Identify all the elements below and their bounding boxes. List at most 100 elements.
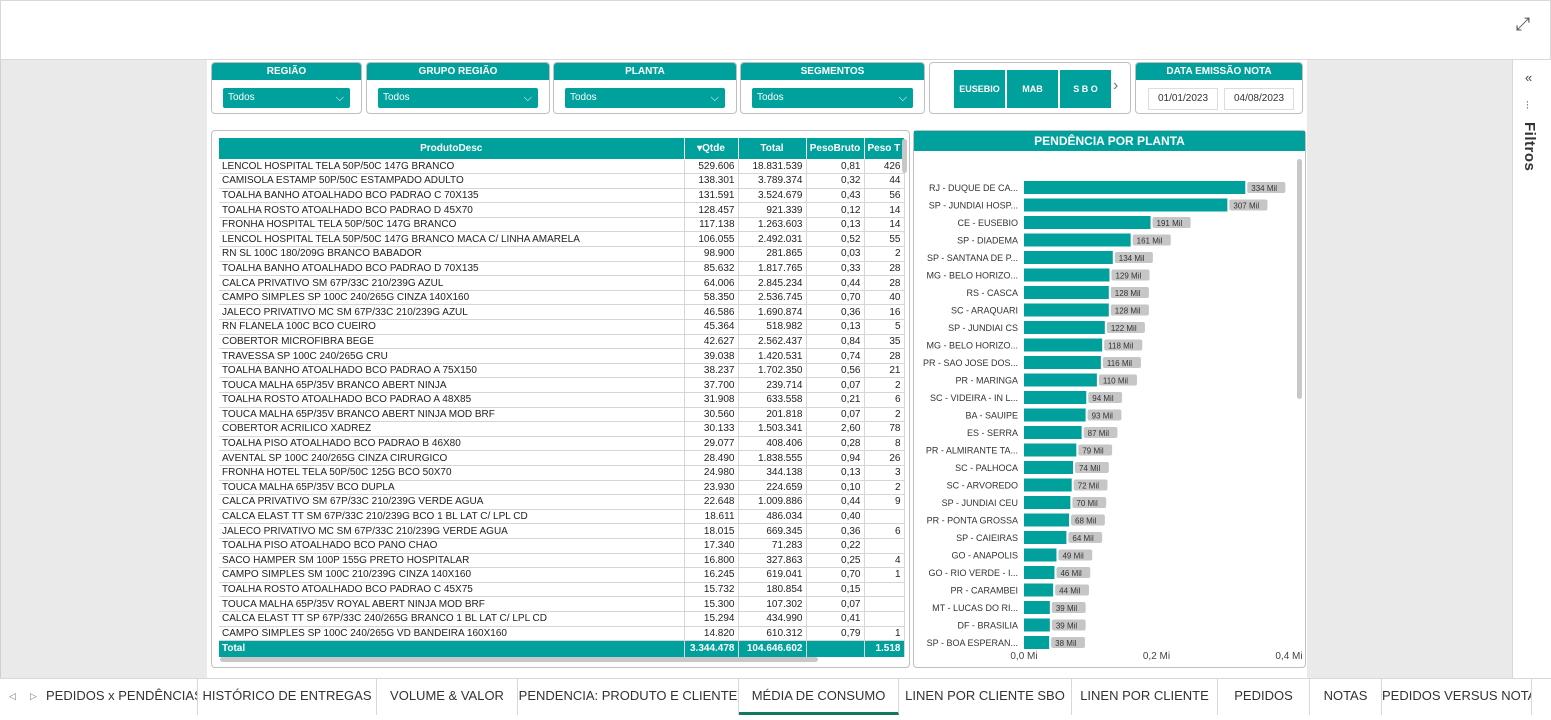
table-vertical-scrollbar[interactable] [902, 139, 907, 173]
table-row[interactable]: TOUCA MALHA 65P/35V BCO DUPLA 23.930 224.6… [219, 480, 905, 496]
tab-notas[interactable]: NOTAS [1310, 679, 1382, 715]
bar[interactable] [1024, 356, 1101, 369]
table-row[interactable]: CALCA ELAST TT SP 67P/33C 240/265G BRANC… [219, 611, 905, 627]
tab-next-icon[interactable]: ▷ [30, 691, 37, 701]
table-row[interactable]: CAMISOLA ESTAMP 50P/50C ESTAMPADO ADULTO… [219, 173, 905, 189]
tab-volume-valor[interactable]: VOLUME & VALOR [377, 679, 518, 715]
cell-qtde: 138.301 [684, 173, 739, 189]
plant-button-eusebio[interactable]: EUSEBIO [954, 70, 1005, 108]
table-row[interactable]: TOALHA BANHO ATOALHADO BCO PADRAO D 70X1… [219, 261, 905, 277]
tab-pedidos-versus-nota[interactable]: PEDIDOS VERSUS NOTA [1382, 679, 1532, 715]
table-row[interactable]: TOALHA ROSTO ATOALHADO BCO PADRAO C 45X7… [219, 582, 905, 598]
table-row[interactable]: RN FLANELA 100C BCO CUEIRO 45.364 518.982 0… [219, 319, 905, 335]
bar[interactable] [1024, 198, 1228, 212]
table-row[interactable]: TOALHA ROSTO ATOALHADO BCO PADRAO A 48X8… [219, 392, 905, 408]
slicer-dropdown-segmentos[interactable]: Todos ⌵ [752, 88, 913, 108]
table-row[interactable]: JALECO PRIVATIVO MC SM 67P/33C 210/239G … [219, 304, 905, 321]
table-row[interactable]: JALECO PRIVATIVO MC SM 67P/33C 210/239G … [219, 523, 905, 539]
tab-prev-icon[interactable]: ◁ [9, 691, 16, 701]
table-row[interactable]: CALCA ELAST TT SM 67P/33C 210/239G BCO 1… [219, 509, 905, 525]
table-row[interactable]: CALCA PRIVATIVO SM 67P/33C 210/239G AZUL… [219, 275, 905, 291]
bar[interactable] [1024, 461, 1074, 474]
plant-button-mab[interactable]: MAB [1007, 70, 1058, 108]
bar[interactable] [1024, 531, 1067, 544]
table-row[interactable]: CAMPO SIMPLES SP 100C 240/265G VD BANDEI… [219, 626, 905, 642]
table-row[interactable]: TOUCA MALHA 65P/35V BRANCO ABERT NINJA 37… [219, 377, 905, 393]
bar[interactable] [1024, 408, 1086, 422]
bar[interactable] [1024, 268, 1110, 282]
column-header-peso-bruto[interactable]: PesoBruto [806, 138, 865, 159]
bar[interactable] [1024, 426, 1082, 439]
cell-total: 1.702.350 [738, 363, 807, 379]
bar[interactable] [1024, 286, 1109, 299]
table-row[interactable]: TOALHA BANHO ATOALHADO BCO PADRAO A 75X1… [219, 363, 905, 379]
bar[interactable] [1024, 181, 1246, 194]
bar[interactable] [1024, 566, 1055, 579]
table-row[interactable]: TOALHA BANHO ATOALHADO BCO PADRAO C 70X1… [219, 188, 905, 204]
bar[interactable] [1024, 636, 1050, 649]
table-row[interactable]: CAMPO SIMPLES SP 100C 240/265G CINZA 140… [219, 290, 905, 306]
bar[interactable] [1024, 548, 1057, 562]
bar[interactable] [1024, 601, 1050, 614]
table-row[interactable]: TOALHA PISO ATOALHADO BCO PADRAO B 46X80… [219, 436, 905, 452]
chevron-right-icon[interactable]: › [1113, 77, 1119, 94]
table-row[interactable]: TRAVESSA SP 100C 240/265G CRU 39.038 1.420… [219, 348, 905, 364]
table-row[interactable]: FRONHA HOSPITAL TELA 50P/50C 147G BRANCO… [219, 217, 905, 233]
filters-pane-label[interactable]: Filtros [1521, 122, 1538, 172]
bar[interactable] [1024, 496, 1071, 509]
column-header-qtde[interactable]: ▾Qtde [684, 138, 739, 159]
slicer-dropdown-regiao[interactable]: Todos ⌵ [223, 88, 350, 108]
slicer-dropdown-grupo-regiao[interactable]: Todos ⌵ [378, 88, 538, 108]
report-page: REGIÃO Todos ⌵ GRUPO REGIÃO Todos ⌵ PLANTA… [207, 60, 1307, 678]
tab-pedidos[interactable]: PEDIDOS [1218, 679, 1310, 715]
date-end-field[interactable]: 04/08/2023 [1224, 88, 1294, 110]
tab-hist-rico-de-entregas[interactable]: HISTÓRICO DE ENTREGAS [198, 679, 377, 715]
date-start-field[interactable]: 01/01/2023 [1148, 88, 1218, 110]
bar[interactable] [1024, 373, 1097, 387]
bar[interactable] [1024, 513, 1070, 527]
cell-peso-t: 16 [864, 304, 905, 321]
table-row[interactable]: RN SL 100C 180/209G BRANCO BABADOR 98.900… [219, 246, 905, 262]
category-label: SP - BOA ESPERAN... [927, 638, 1018, 648]
chart-vertical-scrollbar[interactable] [1297, 159, 1302, 399]
table-row[interactable]: TOUCA MALHA 65P/35V ROYAL ABERT NINJA MO… [219, 596, 905, 612]
tab-pedidos-x-pend-ncias[interactable]: PEDIDOS x PENDÊNCIAS [46, 679, 198, 715]
tab-m-dia-de-consumo[interactable]: MÉDIA DE CONSUMO [739, 679, 899, 715]
tab-pendencia-produto-e-cliente[interactable]: PENDENCIA: PRODUTO E CLIENTE [518, 679, 739, 715]
slicer-title: GRUPO REGIÃO [367, 63, 549, 80]
tab-linen-por-cliente-sbo[interactable]: LINEN POR CLIENTE SBO [899, 679, 1072, 715]
slicer-segmentos: SEGMENTOS Todos ⌵ [740, 62, 925, 114]
bar[interactable] [1024, 338, 1103, 352]
bar[interactable] [1024, 478, 1072, 492]
table-row[interactable]: COBERTOR ACRILICO XADREZ 30.133 1.503.341 2… [219, 421, 905, 437]
table-row[interactable]: TOALHA ROSTO ATOALHADO BCO PADRAO D 45X7… [219, 202, 905, 218]
table-row[interactable]: TOUCA MALHA 65P/35V BRANCO ABERT NINJA M… [219, 407, 905, 423]
bar[interactable] [1024, 303, 1109, 317]
bar[interactable] [1024, 618, 1050, 632]
tab-linen-por-cliente[interactable]: LINEN POR CLIENTE [1072, 679, 1218, 715]
bar[interactable] [1024, 583, 1054, 597]
table-row[interactable]: LENCOL HOSPITAL TELA 50P/50C 147G BRANCO… [219, 231, 905, 248]
table-row[interactable]: FRONHA HOTEL TELA 50P/50C 125G BCO 50X70… [219, 465, 905, 481]
table-row[interactable]: AVENTAL SP 100C 240/265G CINZA CIRURGICO… [219, 450, 905, 466]
expand-icon[interactable]: ⤢ [1515, 14, 1531, 34]
bar[interactable] [1024, 321, 1105, 334]
bar[interactable] [1024, 216, 1151, 229]
table-row[interactable]: CALCA PRIVATIVO SM 67P/33C 210/239G VERD… [219, 494, 905, 510]
column-header-total[interactable]: Total [738, 138, 807, 159]
column-header-peso-t[interactable]: Peso T [864, 138, 905, 159]
slicer-dropdown-planta[interactable]: Todos ⌵ [565, 88, 725, 108]
bar[interactable] [1024, 233, 1131, 247]
bar[interactable] [1024, 391, 1087, 404]
table-row[interactable]: LENCOL HOSPITAL TELA 50P/50C 147G BRANCO… [219, 159, 905, 175]
table-row[interactable]: SACO HAMPER SM 100P 155G PRETO HOSPITALA… [219, 553, 905, 569]
table-row[interactable]: COBERTOR MICROFIBRA BEGE 42.627 2.562.437 0… [219, 334, 905, 350]
bar[interactable] [1024, 443, 1077, 457]
table-row[interactable]: TOALHA PISO ATOALHADO BCO PANO CHAO 17.34… [219, 538, 905, 554]
plant-button-sbo[interactable]: S B O [1060, 70, 1111, 108]
table-horizontal-scrollbar[interactable] [220, 657, 818, 662]
column-header-produto[interactable]: ProdutoDesc [219, 138, 685, 159]
bar[interactable] [1024, 251, 1113, 264]
table-row[interactable]: CAMPO SIMPLES SM 100C 210/239G CINZA 140… [219, 567, 905, 583]
collapse-icon[interactable]: « [1525, 70, 1533, 85]
